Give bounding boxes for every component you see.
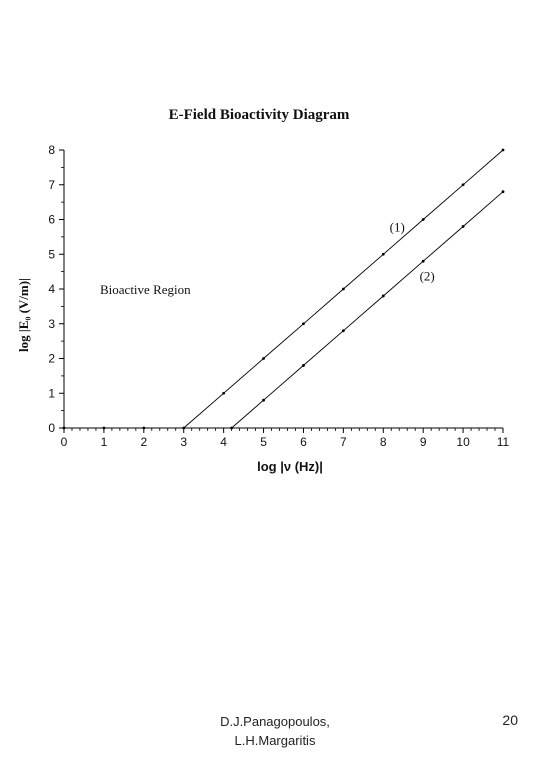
y-tick-label: 4: [48, 282, 55, 296]
page-number: 20: [502, 712, 518, 728]
x-tick-label: 5: [260, 435, 267, 449]
series-line-1: [64, 149, 504, 429]
x-tick-label: 0: [61, 435, 68, 449]
data-point: [421, 218, 425, 221]
data-point: [341, 329, 345, 333]
y-tick-label: 2: [48, 352, 55, 366]
data-point: [461, 225, 465, 228]
x-tick-label: 11: [497, 435, 510, 449]
data-point: [102, 426, 106, 430]
data-point: [222, 391, 226, 395]
data-point: [341, 287, 345, 291]
data-point: [230, 426, 234, 430]
x-tick-label: 4: [220, 435, 227, 449]
e-field-chart: E-Field Bioactivity Diagram 0 1 2 3 4 5 6 7 8 9 10…: [16, 107, 510, 474]
y-tick-label: 8: [48, 143, 55, 157]
x-tick-label: 9: [420, 435, 427, 449]
data-point: [262, 398, 265, 402]
x-tick-label: 1: [101, 435, 108, 449]
data-point: [501, 190, 505, 194]
series-line-2: [231, 191, 504, 429]
series-label-2: (2): [420, 268, 435, 283]
region-label: Bioactive Region: [100, 282, 191, 297]
data-point: [381, 294, 385, 298]
data-series: (1) (2): [62, 148, 505, 430]
y-tick-label: 7: [48, 178, 55, 192]
x-tick-label: 2: [140, 435, 147, 449]
data-point: [381, 252, 385, 256]
axis-ticks: 0 1 2 3 4 5 6 7 8 9 10 11 0 1 2 3 4 5 6 7 8: [48, 143, 509, 449]
data-point: [302, 364, 305, 367]
data-point: [182, 426, 186, 430]
footer-authors: D.J.Panagopoulos, L.H.Margaritis: [190, 712, 360, 750]
data-point: [501, 148, 505, 152]
chart-title: E-Field Bioactivity Diagram: [169, 107, 350, 123]
x-tick-label: 6: [300, 435, 307, 449]
data-point: [461, 183, 465, 187]
data-point: [262, 357, 265, 360]
data-point: [421, 259, 425, 263]
y-tick-label: 0: [48, 421, 55, 435]
data-point: [302, 322, 305, 326]
y-tick-label: 6: [48, 213, 55, 227]
x-axis-label: log |ν (Hz)|: [257, 459, 323, 474]
author-line-1: D.J.Panagopoulos,: [220, 714, 330, 729]
author-line-2: L.H.Margaritis: [234, 733, 316, 748]
data-point: [62, 426, 66, 430]
x-tick-label: 7: [340, 435, 347, 449]
x-tick-label: 10: [456, 435, 470, 449]
x-tick-label: 3: [180, 435, 187, 449]
x-tick-label: 8: [380, 435, 387, 449]
y-axis-label: log |E₀ (V/m)|: [16, 278, 31, 352]
y-tick-label: 3: [48, 317, 55, 331]
y-tick-label: 1: [48, 386, 55, 400]
y-tick-label: 5: [48, 247, 55, 261]
data-point: [142, 426, 146, 430]
series-label-1: (1): [390, 220, 405, 235]
